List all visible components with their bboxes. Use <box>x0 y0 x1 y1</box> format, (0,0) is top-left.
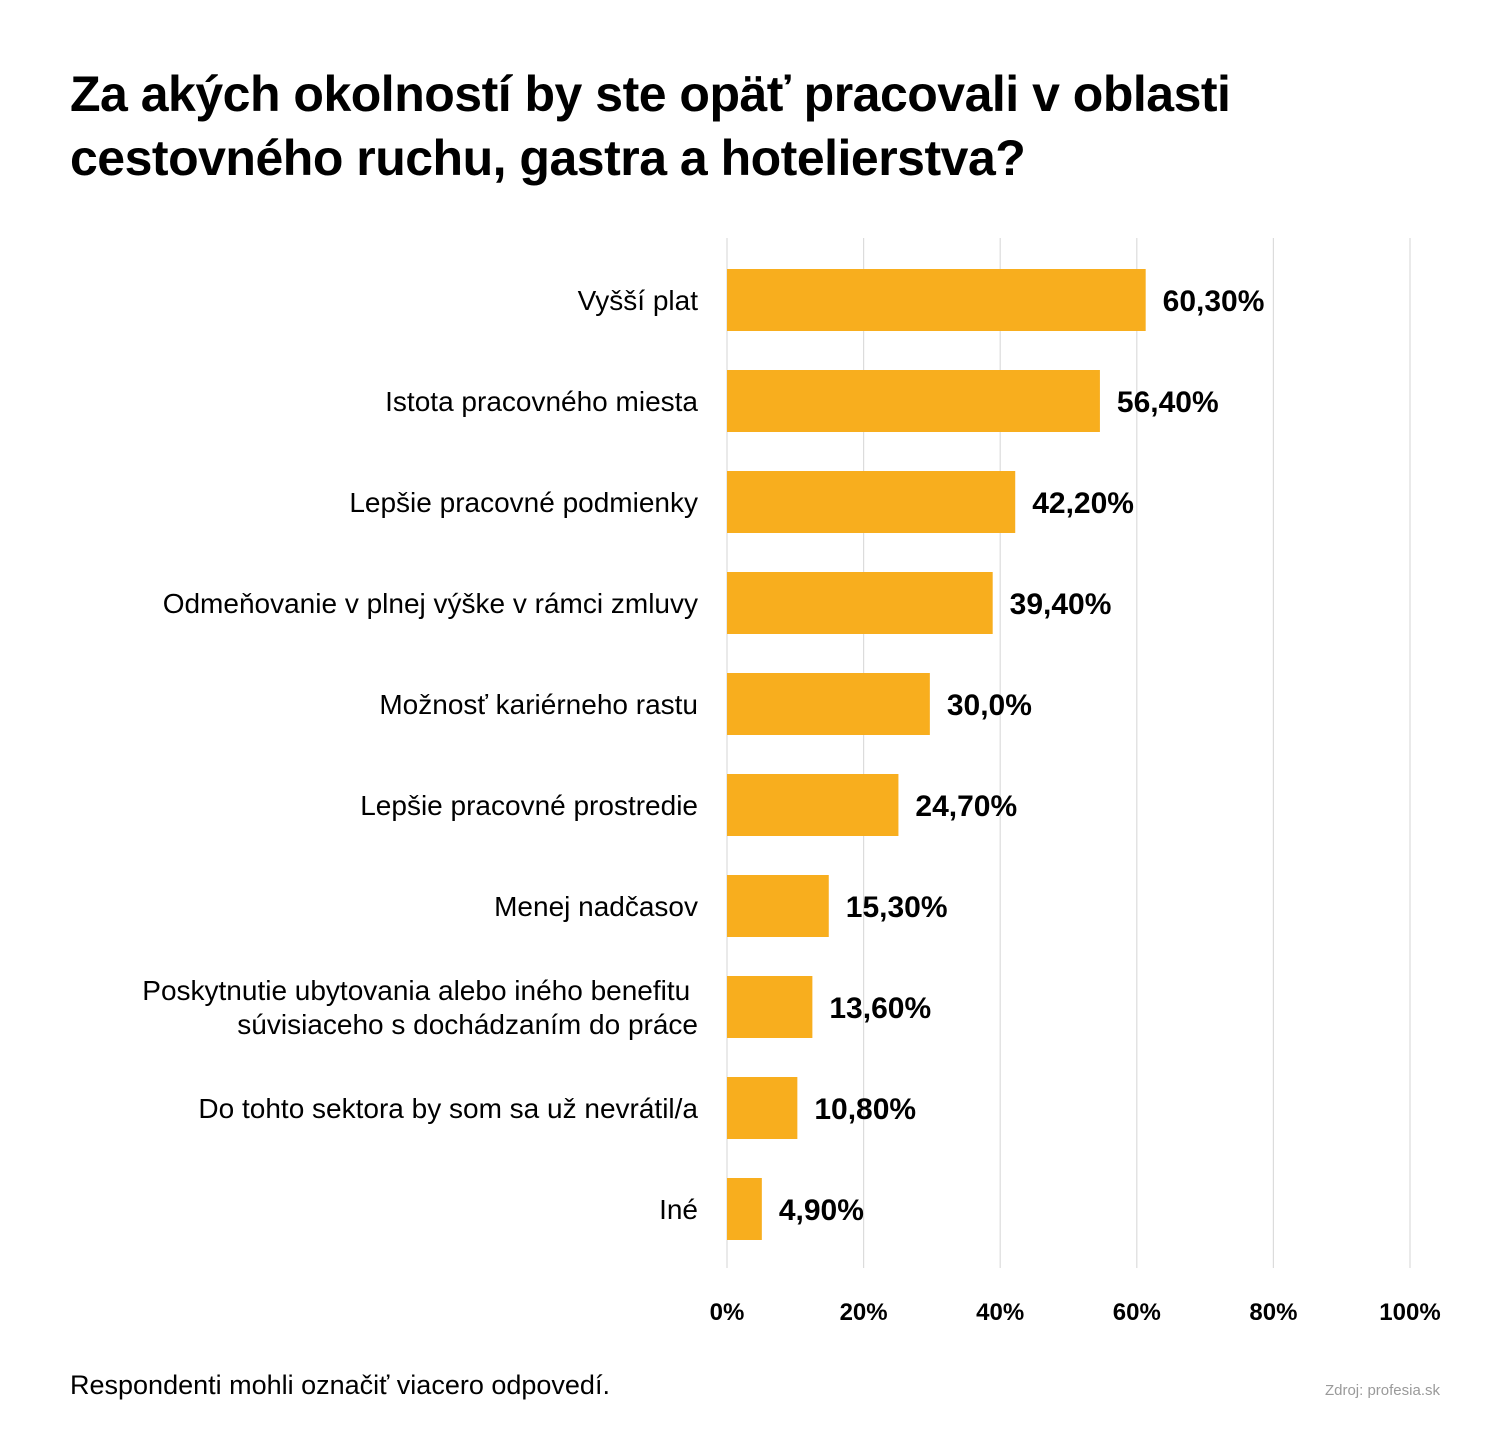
data-label: 10,80% <box>814 1093 916 1126</box>
x-tick-label: 80% <box>1249 1299 1297 1326</box>
bar <box>727 1077 798 1139</box>
category-label: Vyšší plat <box>578 285 699 316</box>
category-label-line: Lepšie pracovné podmienky <box>349 487 698 518</box>
category-label: Odmeňovanie v plnej výške v rámci zmluvy <box>163 588 698 619</box>
data-label: 30,0% <box>947 689 1032 722</box>
bar <box>727 471 1016 533</box>
x-tick-label: 0% <box>710 1299 745 1326</box>
data-label: 13,60% <box>829 992 931 1025</box>
bar <box>727 1178 762 1240</box>
category-label: Lepšie pracovné prostredie <box>360 790 698 821</box>
category-label-line: Menej nadčasov <box>494 891 698 922</box>
data-label: 56,40% <box>1117 386 1219 419</box>
data-label: 15,30% <box>846 891 948 924</box>
footnote: Respondenti mohli označiť viacero odpove… <box>70 1370 610 1400</box>
chart-title-line-2: cestovného ruchu, gastra a hotelierstva? <box>70 130 1026 186</box>
bar <box>727 875 829 937</box>
category-label: Lepšie pracovné podmienky <box>349 487 698 518</box>
category-label-line: Vyšší plat <box>578 285 699 316</box>
data-label: 39,40% <box>1010 588 1112 621</box>
category-label-line: Možnosť kariérneho rastu <box>379 689 698 720</box>
x-tick-label: 20% <box>840 1299 888 1326</box>
source-note: Zdroj: profesia.sk <box>1324 1382 1440 1399</box>
data-label: 42,20% <box>1032 487 1134 520</box>
category-label-line: Do tohto sektora by som sa už nevrátil/a <box>198 1093 698 1124</box>
category-label-line: Lepšie pracovné prostredie <box>360 790 698 821</box>
data-label: 60,30% <box>1163 285 1265 318</box>
bar <box>727 774 899 836</box>
x-tick-label: 100% <box>1379 1299 1440 1326</box>
bar <box>727 572 993 634</box>
bar <box>727 370 1100 432</box>
x-tick-label: 60% <box>1113 1299 1161 1326</box>
category-label: Do tohto sektora by som sa už nevrátil/a <box>198 1093 698 1124</box>
category-label: Istota pracovného miesta <box>385 386 698 417</box>
chart-title: Za akých okolností by ste opäť pracovali… <box>70 62 1450 190</box>
category-label: Iné <box>659 1194 698 1225</box>
data-label: 24,70% <box>915 790 1017 823</box>
category-label-line: súvisiaceho s dochádzaním do práce <box>237 1009 698 1040</box>
category-label-line: Odmeňovanie v plnej výške v rámci zmluvy <box>163 588 698 619</box>
category-label: Menej nadčasov <box>494 891 698 922</box>
bar <box>727 269 1146 331</box>
bar <box>727 673 930 735</box>
category-label: Poskytnutie ubytovania alebo iného benef… <box>142 975 698 1040</box>
category-label-line: Istota pracovného miesta <box>385 386 698 417</box>
data-label: 4,90% <box>779 1194 864 1227</box>
category-label-line: Iné <box>659 1194 698 1225</box>
category-label: Možnosť kariérneho rastu <box>379 689 698 720</box>
bar <box>727 976 813 1038</box>
x-tick-label: 40% <box>976 1299 1024 1326</box>
chart-title-line-1: Za akých okolností by ste opäť pracovali… <box>70 66 1231 122</box>
category-label-line: Poskytnutie ubytovania alebo iného benef… <box>142 975 698 1006</box>
